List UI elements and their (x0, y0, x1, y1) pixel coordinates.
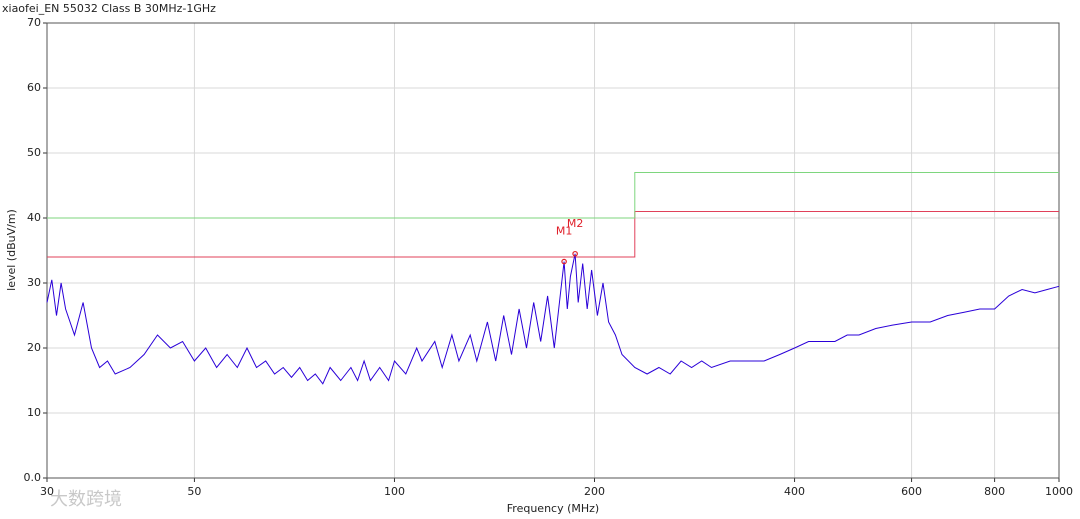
plot-frame (46, 22, 1060, 479)
data-line (47, 172, 1059, 219)
x-tick-label: 100 (384, 485, 405, 498)
chart-title: xiaofei_EN 55032 Class B 30MHz-1GHz (2, 2, 216, 15)
marker-point (572, 250, 578, 257)
y-tick-label: 10 (27, 406, 41, 419)
watermark: 大数跨境 (50, 489, 122, 510)
y-tick-label: 60 (27, 81, 41, 94)
y-tick-label: 20 (27, 341, 41, 354)
x-tick-label: 50 (187, 485, 201, 498)
y-axis-label: level (dBuV/m) (5, 209, 18, 291)
x-tick-label: 600 (901, 485, 922, 498)
y-tick-label: 40 (27, 211, 41, 224)
x-tick-label: 400 (784, 485, 805, 498)
y-tick-label: 70 (27, 16, 41, 29)
marker-point (561, 258, 567, 265)
marker-label: M1 (556, 225, 573, 238)
data-line (47, 211, 1059, 258)
x-tick-label: 200 (584, 485, 605, 498)
x-tick-label: 1000 (1045, 485, 1073, 498)
x-tick-label: 800 (984, 485, 1005, 498)
y-tick-label: 30 (27, 276, 41, 289)
y-tick-label: 0.0 (24, 471, 42, 484)
y-tick-label: 50 (27, 146, 41, 159)
data-line (46, 253, 1060, 385)
x-tick-label: 30 (40, 485, 54, 498)
x-axis-label: Frequency (MHz) (507, 502, 599, 515)
marker-label: M2 (567, 217, 584, 230)
